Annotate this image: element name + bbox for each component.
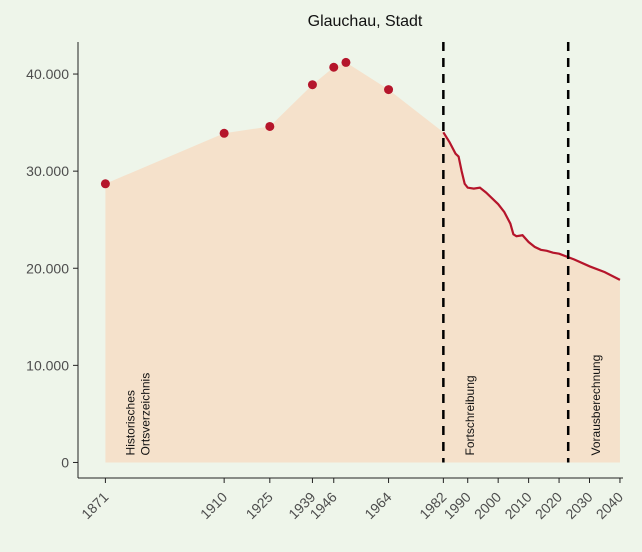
x-tick-label: 1871 — [78, 489, 111, 522]
point — [219, 128, 229, 138]
point — [341, 57, 351, 67]
y-tick-label: 0 — [61, 454, 69, 470]
point — [307, 80, 317, 90]
y-tick-label: 30.000 — [26, 163, 69, 179]
x-tick-label: 2020 — [532, 489, 565, 522]
point — [329, 62, 339, 72]
x-tick-label: 1925 — [243, 489, 276, 522]
x-tick-label: 1910 — [197, 489, 230, 522]
y-tick-label: 10.000 — [26, 357, 69, 373]
line — [442, 131, 621, 281]
y-tick-label: 40.000 — [26, 66, 69, 82]
area — [105, 62, 620, 463]
x-tick-label: 2000 — [471, 489, 504, 522]
point — [265, 121, 275, 131]
x-tick-label: 2030 — [562, 489, 595, 522]
annotation: Ortsverzeichnis — [139, 373, 153, 456]
annotation: Historisches — [124, 390, 138, 455]
annotation: Vorausberechnung — [589, 355, 603, 456]
point — [384, 85, 394, 95]
y-tick-label: 20.000 — [26, 260, 69, 276]
annotation: Fortschreibung — [463, 375, 477, 455]
point — [100, 179, 110, 189]
x-tick-label: 1964 — [361, 489, 394, 522]
x-tick-label: 2010 — [501, 489, 534, 522]
x-tick-label: 2040 — [593, 489, 626, 522]
x-tick-label: 1990 — [440, 489, 473, 522]
chart-title: Glauchau, Stadt — [308, 13, 423, 30]
